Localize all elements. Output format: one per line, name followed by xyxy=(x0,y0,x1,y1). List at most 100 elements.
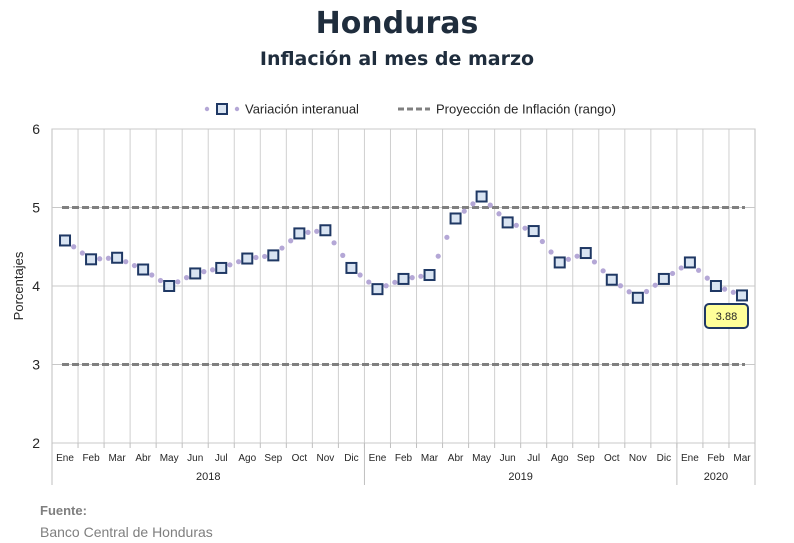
data-point-marker xyxy=(553,256,566,269)
data-point-marker xyxy=(85,253,98,266)
series-dot xyxy=(331,240,337,246)
series-dot xyxy=(71,244,77,250)
x-tick-label: Oct xyxy=(292,453,308,464)
series-dot xyxy=(201,269,207,275)
x-tick-label: Jun xyxy=(500,453,516,464)
x-tick-label: Ene xyxy=(369,453,387,464)
series-dot xyxy=(574,253,580,259)
series-dot xyxy=(730,289,736,295)
series-dot xyxy=(461,208,467,214)
legend-dot-icon xyxy=(204,106,210,112)
series-dot xyxy=(470,201,476,207)
series-dot xyxy=(409,275,415,281)
x-tick-label: May xyxy=(160,453,179,464)
series-dot xyxy=(79,250,85,256)
series-dot xyxy=(643,288,650,295)
series-dot xyxy=(695,267,702,273)
data-point-marker xyxy=(683,256,696,269)
y-tick-label: 6 xyxy=(32,121,40,137)
series-dot xyxy=(383,283,389,289)
series-dot xyxy=(262,253,268,260)
series-dot xyxy=(149,272,155,278)
series-dot xyxy=(235,259,242,265)
x-tick-label: Mar xyxy=(421,453,439,464)
legend-label-proyeccion: Proyección de Inflación (rango) xyxy=(436,102,616,117)
x-tick-label: Dic xyxy=(657,453,671,464)
series-dot xyxy=(253,254,259,261)
x-tick-label: Nov xyxy=(316,453,334,464)
series-dot xyxy=(392,279,398,285)
data-point-marker xyxy=(709,280,722,292)
series-dot xyxy=(496,211,502,217)
data-point-marker xyxy=(241,252,254,265)
series-dot xyxy=(565,256,572,262)
series-dot xyxy=(704,275,710,281)
legend-dot-icon xyxy=(234,106,240,112)
series-dot xyxy=(131,262,138,269)
series-dot xyxy=(626,289,632,295)
x-tick-label: Mar xyxy=(108,453,126,464)
data-point-marker xyxy=(657,272,670,285)
x-tick-label: Feb xyxy=(82,453,100,464)
series-dot xyxy=(652,282,658,288)
x-tick-label: Nov xyxy=(629,453,647,464)
x-tick-label: Dic xyxy=(344,453,358,464)
series-dot xyxy=(97,256,103,262)
series-dot xyxy=(279,245,285,251)
legend-square-marker-icon xyxy=(216,103,228,115)
series-dot xyxy=(722,286,728,292)
series-dot xyxy=(157,277,164,284)
x-tick-label: Mar xyxy=(733,453,751,464)
x-tick-label: Ago xyxy=(238,453,256,464)
data-point-marker xyxy=(59,234,72,247)
series-dot xyxy=(669,270,676,277)
series-dot xyxy=(366,279,372,285)
x-tick-label: Jul xyxy=(215,453,228,464)
series-dot xyxy=(435,253,441,259)
x-tick-label: Sep xyxy=(577,453,595,464)
last-value-callout: 3.88 xyxy=(704,303,749,329)
series-dot xyxy=(591,259,598,265)
y-tick-label: 3 xyxy=(32,357,40,373)
series-dot xyxy=(678,265,684,271)
x-tick-label: Ene xyxy=(681,453,699,464)
series-dot xyxy=(357,272,363,278)
x-tick-label: Jul xyxy=(527,453,540,464)
series-dot xyxy=(600,268,606,274)
data-point-marker xyxy=(605,273,618,286)
data-point-marker xyxy=(475,190,488,203)
data-point-marker xyxy=(631,291,644,304)
series-dot xyxy=(522,225,528,231)
data-point-marker xyxy=(189,267,202,280)
series-dot xyxy=(175,279,181,285)
data-point-marker xyxy=(423,269,436,282)
data-point-marker xyxy=(527,225,540,238)
y-tick-label: 4 xyxy=(32,278,40,294)
year-label: 2018 xyxy=(196,471,220,483)
data-point-marker xyxy=(501,216,514,229)
series-dot xyxy=(209,267,216,273)
x-tick-label: Abr xyxy=(448,453,464,464)
y-tick-label: 5 xyxy=(32,200,40,216)
series-dot xyxy=(539,238,545,245)
series-dot xyxy=(123,259,129,265)
series-dot xyxy=(288,238,294,244)
inflation-chart: Variación interanual Proyección de Infla… xyxy=(11,102,756,485)
source-name: Banco Central de Honduras xyxy=(40,524,213,540)
series-dot xyxy=(314,228,320,234)
data-point-marker xyxy=(345,261,358,274)
data-point-marker xyxy=(293,227,306,240)
last-value-label: 3.88 xyxy=(716,311,737,323)
x-tick-label: May xyxy=(472,453,491,464)
x-tick-label: Ago xyxy=(551,453,569,464)
legend: Variación interanual Proyección de Infla… xyxy=(204,102,616,117)
series-dot xyxy=(548,249,554,255)
series-dot xyxy=(617,283,624,289)
x-tick-label: Feb xyxy=(395,453,413,464)
x-tick-label: Ene xyxy=(56,453,74,464)
legend-label-interanual: Variación interanual xyxy=(245,102,359,117)
data-point-marker xyxy=(215,261,228,274)
source-label: Fuente: xyxy=(40,503,87,518)
series-dot xyxy=(183,275,190,281)
chart-subtitle: Inflación al mes de marzo xyxy=(259,48,535,70)
